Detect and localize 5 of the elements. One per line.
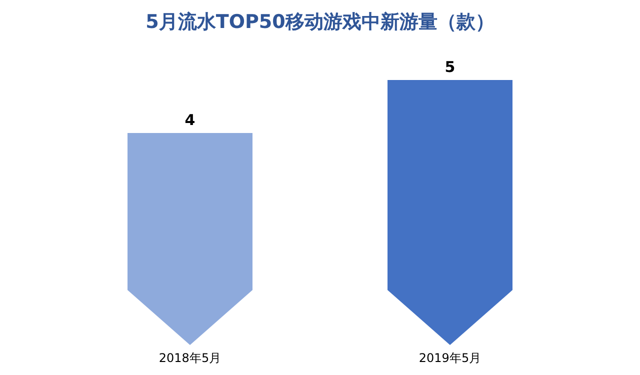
title: 5月流水TOP50移动游戏中新游量（款） (146, 11, 494, 33)
x-tick-label: 2019年5月 (418, 351, 482, 365)
data-label: 4 (184, 111, 196, 129)
x-tick-label: 2018年5月 (158, 351, 222, 365)
data-label: 5 (444, 58, 456, 76)
